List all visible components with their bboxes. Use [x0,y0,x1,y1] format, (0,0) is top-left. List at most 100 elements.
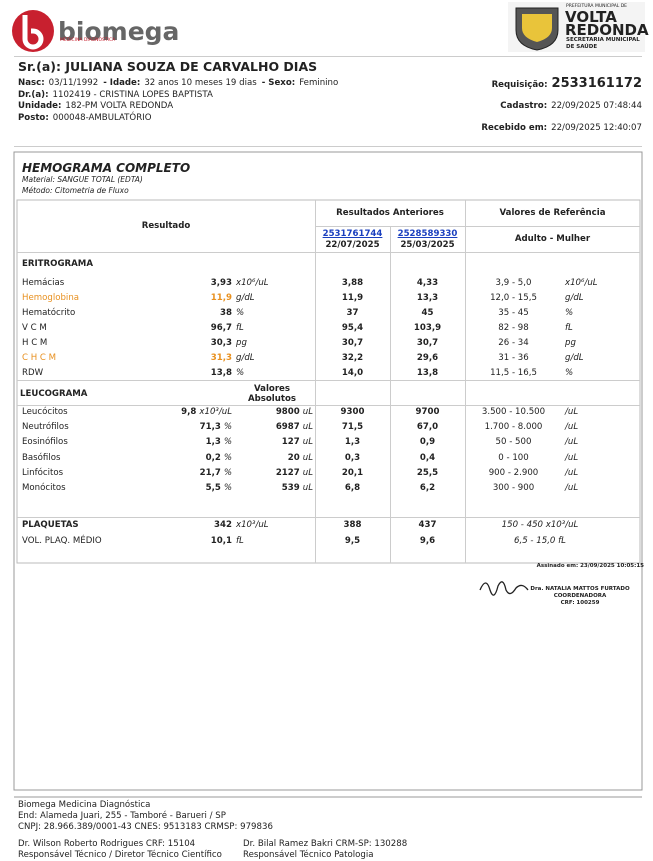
request-field: Requisição: 2533161172 [380,77,642,92]
reference-unit: /uL [565,422,579,433]
field-label: Posto: [18,113,49,123]
result-value: 31,3 [210,353,232,363]
previous-value: 1,3 [344,437,361,448]
field-label: Nasc: [18,78,45,88]
h-rule [17,380,640,381]
field-value: 1102419 - CRISTINA LOPES BAPTISTA [52,90,213,100]
field-label: Requisição: [491,80,548,90]
reference-unit: /uL [565,407,579,417]
h-rule [14,146,642,147]
absolute-unit: uL [302,407,313,417]
reference-unit: % [565,368,574,378]
result-unit: pg [236,338,247,348]
reference: 50 - 500 [495,437,532,448]
previous-id[interactable]: 2531761744 [322,229,383,239]
footer-resp-name: Dr. Bilal Ramez Bakri CRM-SP: 130288 [243,839,408,849]
field-value: 000048-AMBULATÓRIO [52,113,152,123]
previous-value: 103,9 [413,323,442,333]
city-crest-inner [522,14,552,42]
row-name: Linfócitos [22,467,64,478]
reference: 0 - 100 [498,452,529,463]
previous-value: 32,2 [341,353,364,363]
absolute: 2127 uL [240,467,313,479]
previous-value: 0,4 [419,452,436,463]
field-value: 22/09/2025 12:40:07 [551,123,642,133]
field-label: - Idade: [103,78,141,88]
col-result: Resultado [141,221,191,231]
ref-group: Adulto - Mulher [514,234,591,244]
city-top: PREFEITURA MUNICIPAL DE [566,4,628,9]
absolute-value: 9800 [275,407,300,417]
reference: 26 - 34 [498,338,529,348]
result-unit: % [223,452,232,463]
reference: 12,0 - 15,5 [490,293,537,303]
request-field: Cadastro: 22/09/2025 07:48:44 [380,99,642,113]
abs-header: Valores [253,384,290,394]
result-unit: % [236,368,245,378]
reference-unit: g/dL [565,293,584,303]
patient-line: Unidade: 182-PM VOLTA REDONDA [18,100,173,112]
absolute-unit: uL [302,467,313,478]
result-unit: % [223,483,232,493]
reference: 300 - 900 [492,483,535,493]
previous-value: 20,1 [341,467,364,478]
footer-address: End: Alameda Juari, 255 - Tamboré - Baru… [18,811,226,821]
reference-unit: /uL [565,483,579,493]
previous-value: 437 [418,520,437,530]
city-sub: SECRETARIA MUNICIPAL [566,37,640,43]
result-value: 13,8 [210,368,232,378]
patient-line: Posto: 000048-AMBULATÓRIO [18,112,151,124]
field-value: 2533161172 [551,76,642,91]
result-value: 96,7 [210,323,232,333]
reference: 3.500 - 10.500 [481,407,546,417]
result-unit: x10⁶/uL [236,278,269,288]
previous-value: 9700 [415,407,440,417]
row-name: PLAQUETAS [22,520,79,530]
absolute-unit: uL [302,422,313,433]
field-value: 182-PM VOLTA REDONDA [65,101,174,111]
footer-resp-role: Responsável Técnico Patologia [243,850,374,860]
field-value: 03/11/1992 [48,78,99,88]
field-value: 32 anos 10 meses 19 dias [144,78,257,88]
field-value: Feminino [299,78,339,88]
absolute: 6987 uL [240,421,313,433]
patient-line: Nasc: 03/11/1992 - Idade: 32 anos 10 meses … [18,77,338,89]
city-sub: DE SAÚDE [566,44,598,50]
result-unit: g/dL [236,353,255,363]
previous-id[interactable]: 2528589330 [397,229,458,239]
absolute-value: 2127 [275,467,300,478]
row-name: VOL. PLAQ. MÉDIO [22,536,102,546]
result-value: 0,2 [205,452,221,463]
result: 21,7% [100,467,232,479]
result-value: 21,7 [199,467,221,478]
h-rule [17,517,640,518]
reference: 900 - 2.900 [488,467,539,478]
v-rule [390,226,391,563]
previous-date: 25/03/2025 [400,240,455,250]
previous-value: 6,2 [419,483,436,493]
previous-value: 11,9 [341,293,364,303]
reference-unit: pg [565,338,576,348]
col-reference: Valores de Referência [499,208,606,218]
previous-value: 0,9 [419,437,436,448]
previous-value: 25,5 [416,467,439,478]
reference: 31 - 36 [498,353,529,363]
absolute-value: 539 [281,483,300,493]
reference-unit: /uL [565,452,579,463]
result-unit: % [223,437,232,448]
absolute-value: 6987 [275,422,300,433]
h-rule [315,226,640,227]
previous-value: 9,6 [419,536,436,546]
city-name: VOLTA [565,8,617,26]
result-value: 9,8 [181,407,197,417]
h-rule [14,56,642,57]
reference-unit: fL [565,323,573,333]
previous-value: 0,3 [344,452,361,463]
row-name: Hematócrito [22,308,76,318]
exam-box [13,151,643,791]
reference-unit: % [565,308,574,318]
h-rule [17,405,640,406]
result-unit: % [223,422,232,433]
absolute-unit: uL [302,452,313,463]
